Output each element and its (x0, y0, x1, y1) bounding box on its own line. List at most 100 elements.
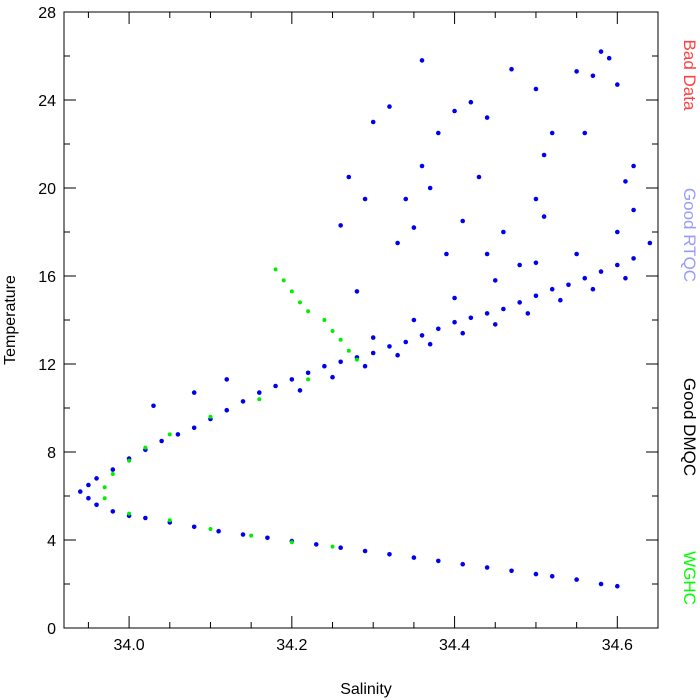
data-point (102, 496, 107, 501)
points-layer (77, 49, 653, 589)
data-point (330, 374, 335, 380)
data-point (338, 545, 343, 550)
data-point (517, 262, 522, 268)
data-point (623, 275, 628, 281)
data-point (354, 289, 360, 294)
data-point (517, 300, 522, 305)
data-point (533, 196, 539, 202)
data-point (631, 163, 636, 169)
data-point (582, 130, 588, 136)
data-point (419, 163, 425, 169)
data-point (541, 214, 547, 219)
legend-entry: Good RTQC (680, 188, 699, 282)
data-point (265, 535, 270, 541)
data-point (484, 115, 490, 120)
data-point (216, 528, 221, 534)
data-point (256, 390, 262, 395)
data-point (509, 66, 514, 72)
data-point (533, 293, 539, 299)
data-point (338, 337, 343, 342)
data-point (191, 524, 197, 530)
data-point (330, 329, 335, 333)
data-point (615, 262, 620, 268)
data-point (305, 370, 311, 376)
data-point (403, 196, 409, 202)
data-point (362, 363, 368, 369)
data-point (208, 414, 213, 419)
data-point (143, 445, 148, 450)
y-tick-label: 28 (38, 5, 56, 22)
data-point (289, 540, 294, 545)
data-point (387, 104, 392, 109)
data-point (338, 359, 343, 365)
data-point (598, 49, 604, 54)
data-point (110, 467, 116, 472)
data-point (549, 286, 555, 292)
data-point (623, 179, 628, 184)
data-point (370, 335, 376, 340)
data-point (574, 577, 579, 582)
x-tick-label: 34.2 (276, 637, 307, 654)
data-point (501, 229, 506, 235)
data-point (509, 568, 514, 574)
data-point (492, 322, 498, 327)
data-point (273, 267, 278, 272)
data-point (558, 297, 563, 303)
y-tick-label: 24 (38, 93, 56, 110)
data-point (460, 561, 466, 567)
data-point (354, 357, 359, 362)
data-point (419, 58, 425, 63)
data-point (549, 130, 555, 136)
y-tick-label: 0 (47, 621, 56, 638)
data-point (297, 300, 302, 305)
data-point (427, 185, 433, 191)
data-point (151, 403, 156, 409)
data-point (533, 260, 539, 266)
data-point (249, 533, 254, 538)
data-point (574, 251, 579, 257)
data-point (460, 218, 466, 224)
data-point (533, 86, 539, 92)
data-point (127, 458, 132, 463)
data-point (322, 363, 327, 369)
data-point (281, 278, 286, 283)
data-point (606, 55, 612, 61)
data-point (94, 502, 99, 508)
data-point (427, 341, 433, 347)
data-point (143, 515, 148, 521)
y-tick-label: 8 (47, 445, 56, 462)
data-point (468, 315, 474, 321)
data-point (492, 278, 498, 283)
data-point (484, 311, 490, 316)
data-point (452, 319, 457, 325)
data-point (289, 377, 295, 382)
data-point (501, 306, 506, 312)
data-point (240, 399, 246, 404)
data-point (541, 152, 547, 158)
data-point (411, 317, 417, 323)
data-point (444, 251, 449, 257)
data-point (395, 240, 400, 246)
data-point (102, 485, 107, 490)
data-point (631, 256, 636, 261)
data-point (387, 344, 392, 349)
data-point (167, 518, 172, 523)
legend-entry: WGHC (680, 551, 699, 605)
data-point (476, 174, 482, 180)
data-point (631, 207, 636, 213)
series-good-rtqc (77, 49, 653, 589)
y-tick-label: 4 (47, 533, 56, 550)
data-point (110, 509, 116, 514)
data-point (598, 269, 604, 274)
data-point (338, 223, 343, 228)
data-point (110, 472, 115, 476)
data-point (419, 333, 425, 338)
axis-tick-labels: 34.0 34.2 34.4 34.6 0 4 8 12 16 20 24 28 (38, 5, 633, 654)
data-point (346, 348, 351, 353)
data-point (273, 383, 278, 389)
data-point (411, 555, 417, 560)
data-point (86, 482, 91, 488)
x-tick-label: 34.0 (114, 637, 145, 654)
data-point (582, 275, 588, 281)
